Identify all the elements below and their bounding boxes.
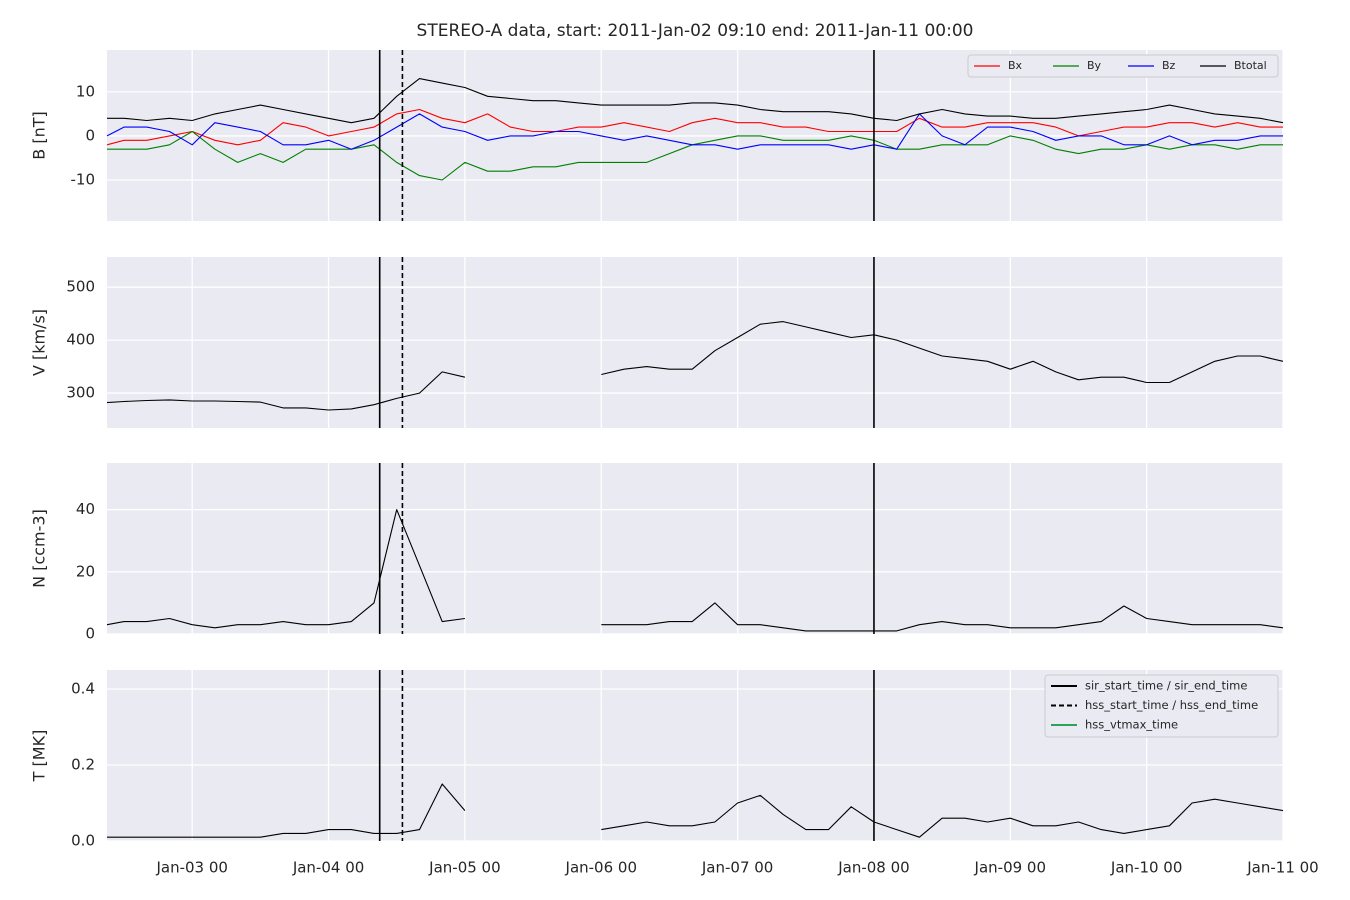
y-tick-label: 10 — [76, 82, 95, 100]
plot-background — [107, 257, 1283, 428]
x-tick-label: Jan-03 00 — [155, 859, 227, 877]
y-tick-label: 400 — [66, 331, 95, 349]
y-tick-label: -10 — [71, 171, 96, 189]
data-line — [107, 783, 1284, 838]
y-tick-label: 0.2 — [71, 756, 95, 774]
x-tick-label: Jan-11 00 — [1246, 859, 1318, 877]
x-tick-label: Jan-06 00 — [565, 859, 637, 877]
data-line — [106, 509, 1284, 632]
y-tick-label: 500 — [66, 278, 95, 296]
x-tick-label: Jan-09 00 — [974, 859, 1046, 877]
y-tick-label: 0 — [85, 625, 95, 643]
legend: Bx By Bz Btotal — [967, 54, 1279, 78]
y-tick-label: 20 — [76, 562, 95, 580]
y-tick-label: 0.0 — [71, 832, 95, 850]
y-axis-label: B [nT] — [30, 111, 49, 159]
data-line — [106, 113, 1283, 150]
x-tick-label: Jan-04 00 — [292, 859, 364, 877]
y-axis-label: V [km/s] — [30, 309, 49, 376]
y-tick-label: 0.4 — [71, 680, 95, 698]
y-tick-label: 300 — [66, 384, 95, 402]
legend-label: hss_start_time / hss_end_time — [1085, 698, 1258, 712]
legend-box — [1044, 674, 1279, 738]
x-tick-label: Jan-08 00 — [837, 859, 909, 877]
x-tick-label: Jan-05 00 — [428, 859, 500, 877]
legend-label: sir_start_time / sir_end_time — [1085, 679, 1247, 693]
legend-label: Btotal — [1234, 59, 1267, 72]
y-axis-label: T [MK] — [30, 730, 49, 783]
data-line — [106, 321, 1284, 411]
plot-background — [107, 463, 1283, 634]
data-line — [107, 78, 1284, 124]
chart-title: STEREO-A data, start: 2011-Jan-02 09:10 … — [417, 21, 974, 41]
y-tick-label: 0 — [85, 126, 95, 144]
y-tick-label: 40 — [76, 500, 95, 518]
x-tick-label: Jan-07 00 — [701, 859, 773, 877]
y-axis-label: N [ccm-3] — [30, 509, 49, 588]
legend-label: Bz — [1162, 59, 1176, 72]
x-tick-label: Jan-10 00 — [1110, 859, 1182, 877]
data-line — [106, 108, 1283, 146]
legend-label: Bx — [1008, 59, 1023, 72]
legend-box — [967, 54, 1279, 78]
legend-label: hss_vtmax_time — [1085, 718, 1178, 732]
legend-label: By — [1087, 59, 1102, 72]
legend: sir_start_time / sir_end_time hss_start_t… — [1044, 674, 1279, 738]
